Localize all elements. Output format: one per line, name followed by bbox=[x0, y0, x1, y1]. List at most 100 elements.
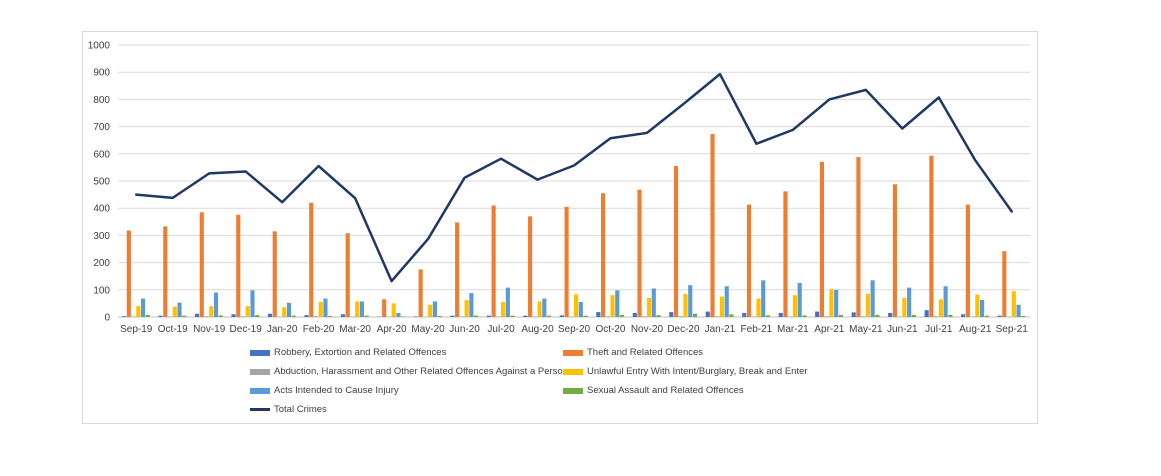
bar-sexual-assault-and-related-offences bbox=[948, 314, 953, 317]
bar-sexual-assault-and-related-offences bbox=[729, 314, 734, 317]
bar-sexual-assault-and-related-offences bbox=[984, 315, 989, 317]
x-tick-label: Dec-20 bbox=[667, 324, 700, 335]
bar-abduction-harassment-and-other-related-offences-against-a-person bbox=[167, 316, 173, 317]
bar-robbery-extortion-and-related-offences bbox=[815, 311, 820, 317]
bar-abduction-harassment-and-other-related-offences-against-a-person bbox=[715, 316, 720, 317]
bar-unlawful-entry-with-intent-burglary-break-and-enter bbox=[792, 295, 798, 317]
x-tick-label: Nov-20 bbox=[631, 324, 664, 335]
bar-robbery-extortion-and-related-offences bbox=[340, 314, 346, 317]
x-tick-label: Oct-19 bbox=[158, 324, 188, 335]
bar-acts-intended-to-cause-injury bbox=[432, 301, 437, 317]
bar-unlawful-entry-with-intent-burglary-break-and-enter bbox=[172, 306, 177, 317]
bar-abduction-harassment-and-other-related-offences-against-a-person bbox=[459, 316, 464, 317]
bar-unlawful-entry-with-intent-burglary-break-and-enter bbox=[902, 297, 907, 317]
x-tick-label: Feb-21 bbox=[741, 324, 773, 335]
bar-acts-intended-to-cause-injury bbox=[505, 287, 510, 317]
x-tick-label: Dec-19 bbox=[230, 324, 263, 335]
bar-robbery-extortion-and-related-offences bbox=[450, 315, 455, 317]
bar-abduction-harassment-and-other-related-offences-against-a-person bbox=[861, 316, 866, 317]
bar-robbery-extortion-and-related-offences bbox=[559, 315, 564, 317]
bar-robbery-extortion-and-related-offences bbox=[523, 315, 528, 317]
bar-sexual-assault-and-related-offences bbox=[145, 314, 150, 317]
y-tick-label: 700 bbox=[93, 122, 110, 133]
x-tick-label: Sep-20 bbox=[558, 324, 591, 335]
bar-theft-and-related-offences bbox=[272, 231, 277, 317]
bar-abduction-harassment-and-other-related-offences-against-a-person bbox=[569, 316, 574, 317]
bar-theft-and-related-offences bbox=[710, 133, 715, 317]
bar-robbery-extortion-and-related-offences bbox=[851, 312, 856, 317]
bar-theft-and-related-offences bbox=[199, 212, 204, 317]
x-tick-label: Apr-21 bbox=[814, 324, 844, 335]
bar-robbery-extortion-and-related-offences bbox=[997, 315, 1002, 317]
bar-theft-and-related-offences bbox=[528, 216, 533, 317]
x-tick-label: Jan-21 bbox=[705, 324, 736, 335]
x-tick-label: Jul-21 bbox=[925, 324, 953, 335]
bar-sexual-assault-and-related-offences bbox=[911, 314, 916, 317]
bar-sexual-assault-and-related-offences bbox=[838, 314, 843, 317]
chart-area bbox=[82, 31, 1038, 424]
x-tick-label: Aug-20 bbox=[521, 324, 554, 335]
bar-theft-and-related-offences bbox=[1002, 251, 1007, 317]
bar-abduction-harassment-and-other-related-offences-against-a-person bbox=[313, 316, 319, 317]
bar-unlawful-entry-with-intent-burglary-break-and-enter bbox=[574, 294, 579, 317]
bar-sexual-assault-and-related-offences bbox=[401, 316, 406, 317]
bar-abduction-harassment-and-other-related-offences-against-a-person bbox=[934, 316, 939, 317]
bar-theft-and-related-offences bbox=[491, 205, 496, 317]
bar-sexual-assault-and-related-offences bbox=[875, 314, 880, 317]
bar-sexual-assault-and-related-offences bbox=[802, 315, 807, 317]
x-tick-label: May-20 bbox=[411, 324, 445, 335]
bar-robbery-extortion-and-related-offences bbox=[158, 315, 163, 317]
bar-theft-and-related-offences bbox=[126, 230, 131, 317]
bar-unlawful-entry-with-intent-burglary-break-and-enter bbox=[318, 302, 323, 317]
y-tick-label: 300 bbox=[93, 231, 110, 242]
y-tick-label: 800 bbox=[93, 95, 110, 106]
bar-theft-and-related-offences bbox=[819, 161, 825, 317]
y-tick-label: 0 bbox=[104, 313, 110, 324]
bar-robbery-extortion-and-related-offences bbox=[194, 313, 200, 317]
bar-sexual-assault-and-related-offences bbox=[255, 315, 260, 317]
bar-acts-intended-to-cause-injury bbox=[834, 289, 839, 317]
bar-unlawful-entry-with-intent-burglary-break-and-enter bbox=[610, 295, 615, 317]
bar-acts-intended-to-cause-injury bbox=[724, 286, 729, 317]
bar-unlawful-entry-with-intent-burglary-break-and-enter bbox=[209, 306, 214, 317]
bar-robbery-extortion-and-related-offences bbox=[669, 312, 674, 317]
bar-acts-intended-to-cause-injury bbox=[323, 298, 328, 317]
bar-unlawful-entry-with-intent-burglary-break-and-enter bbox=[501, 302, 506, 317]
bar-robbery-extortion-and-related-offences bbox=[304, 315, 309, 317]
bar-unlawful-entry-with-intent-burglary-break-and-enter bbox=[1011, 291, 1016, 317]
bar-robbery-extortion-and-related-offences bbox=[924, 310, 929, 317]
y-tick-label: 900 bbox=[93, 68, 110, 79]
x-tick-label: Feb-20 bbox=[303, 324, 335, 335]
y-tick-label: 600 bbox=[93, 149, 110, 160]
bar-abduction-harassment-and-other-related-offences-against-a-person bbox=[788, 316, 793, 317]
y-tick-label: 400 bbox=[93, 204, 110, 215]
bar-unlawful-entry-with-intent-burglary-break-and-enter bbox=[282, 307, 287, 317]
bar-acts-intended-to-cause-injury bbox=[761, 280, 766, 317]
bar-unlawful-entry-with-intent-burglary-break-and-enter bbox=[719, 296, 725, 317]
bar-sexual-assault-and-related-offences bbox=[474, 315, 479, 317]
bar-theft-and-related-offences bbox=[673, 166, 679, 317]
bar-abduction-harassment-and-other-related-offences-against-a-person bbox=[751, 316, 756, 317]
bar-theft-and-related-offences bbox=[965, 204, 970, 317]
y-tick-label: 100 bbox=[93, 285, 110, 296]
bar-robbery-extortion-and-related-offences bbox=[888, 312, 893, 317]
bar-unlawful-entry-with-intent-burglary-break-and-enter bbox=[355, 301, 360, 317]
bar-abduction-harassment-and-other-related-offences-against-a-person bbox=[496, 316, 501, 317]
bar-abduction-harassment-and-other-related-offences-against-a-person bbox=[350, 316, 355, 317]
bar-robbery-extortion-and-related-offences bbox=[778, 312, 783, 317]
bar-abduction-harassment-and-other-related-offences-against-a-person bbox=[642, 316, 647, 317]
bar-sexual-assault-and-related-offences bbox=[182, 315, 187, 317]
bar-theft-and-related-offences bbox=[637, 189, 642, 317]
bar-robbery-extortion-and-related-offences bbox=[486, 315, 491, 317]
bar-unlawful-entry-with-intent-burglary-break-and-enter bbox=[391, 303, 396, 317]
bar-acts-intended-to-cause-injury bbox=[1016, 304, 1021, 317]
bar-unlawful-entry-with-intent-burglary-break-and-enter bbox=[756, 298, 761, 317]
x-tick-label: Nov-19 bbox=[193, 324, 226, 335]
bar-sexual-assault-and-related-offences bbox=[364, 315, 369, 317]
bar-sexual-assault-and-related-offences bbox=[765, 315, 771, 317]
bar-unlawful-entry-with-intent-burglary-break-and-enter bbox=[829, 289, 834, 317]
bar-acts-intended-to-cause-injury bbox=[688, 285, 693, 317]
bar-abduction-harassment-and-other-related-offences-against-a-person bbox=[277, 316, 282, 317]
bar-theft-and-related-offences bbox=[564, 206, 569, 317]
bar-acts-intended-to-cause-injury bbox=[140, 298, 146, 317]
